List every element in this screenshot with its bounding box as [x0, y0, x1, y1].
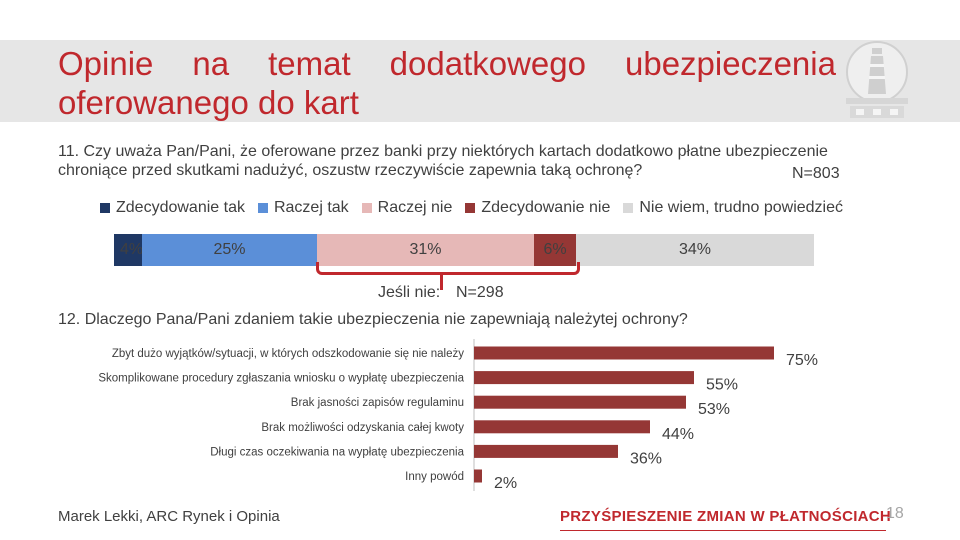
subset-bracket	[316, 262, 580, 275]
bar	[474, 395, 686, 409]
legend-item: Nie wiem, trudno powiedzieć	[623, 199, 843, 217]
bar	[474, 420, 650, 434]
subset-label: Jeśli nie:	[378, 284, 441, 301]
category-label: Zbyt dużo wyjątków/sytuacji, w których o…	[112, 348, 464, 360]
category-label: Brak jasności zapisów regulaminu	[291, 397, 464, 409]
segment-value-label: 34%	[678, 241, 712, 258]
footer-author: Marek Lekki, ARC Rynek i Opinia	[58, 508, 280, 525]
legend-item: Zdecydowanie tak	[100, 199, 245, 217]
data-label: 55%	[706, 377, 738, 394]
data-label: 36%	[630, 450, 662, 467]
stacked-bar-segment: 6%	[534, 234, 576, 266]
segment-value-label: 4%	[120, 241, 144, 258]
legend-label: Raczej nie	[377, 199, 453, 216]
category-label: Brak możliwości odzyskania całej kwoty	[261, 422, 464, 434]
bar	[474, 371, 694, 385]
legend-item: Zdecydowanie nie	[465, 199, 610, 217]
slide-title: Opinie na temat dodatkowego ubezpieczeni…	[58, 45, 836, 85]
bar	[474, 346, 774, 360]
title-word: temat	[268, 45, 351, 82]
legend-swatch	[100, 203, 110, 213]
stacked-bar-segment: 25%	[142, 234, 317, 266]
legend-label: Raczej tak	[273, 199, 349, 216]
category-label: Inny powód	[405, 471, 464, 483]
chart-legend: Zdecydowanie tak Raczej tak Raczej nie Z…	[100, 199, 856, 217]
stacked-bar-segment: 31%	[317, 234, 534, 266]
legend-label: Nie wiem, trudno powiedzieć	[639, 199, 843, 216]
title-word: na	[192, 45, 230, 82]
title-band	[0, 40, 960, 122]
legend-item: Raczej nie	[361, 199, 453, 217]
question-11-line1: 11. Czy uważa Pan/Pani, że oferowane prz…	[58, 143, 828, 160]
segment-value-label: 31%	[409, 241, 442, 258]
data-label: 75%	[786, 352, 818, 369]
stacked-bar-segment: 4%	[114, 234, 144, 266]
title-word: Opinie	[58, 45, 154, 82]
page-number: 18	[886, 505, 904, 522]
legend-swatch	[257, 203, 268, 213]
arc-lighthouse-logo	[846, 41, 908, 118]
legend-swatch	[465, 203, 476, 213]
data-label: 53%	[698, 401, 730, 418]
title-word: ubezpieczenia	[624, 45, 836, 82]
data-label: 44%	[662, 426, 694, 443]
legend-swatch	[623, 203, 634, 213]
legend-item: Raczej tak	[257, 199, 349, 217]
legend-label: Zdecydowanie nie	[481, 199, 611, 216]
legend-swatch	[361, 203, 372, 213]
stacked-bar-segment: 34%	[576, 234, 814, 266]
segment-value-label: 25%	[213, 241, 246, 258]
bar	[474, 444, 618, 458]
question-12: 12. Dlaczego Pana/Pani zdaniem takie ube…	[58, 311, 688, 328]
footer-rule	[560, 530, 886, 531]
category-label: Długi czas oczekiwania na wypłatę ubezpi…	[210, 446, 464, 458]
legend-label: Zdecydowanie tak	[116, 199, 245, 216]
data-label: 2%	[494, 475, 517, 492]
footer-slogan: PRZYŚPIESZENIE ZMIAN W PŁATNOŚCIACH	[560, 508, 892, 525]
subset-bracket-pointer	[440, 272, 443, 290]
sample-size-q11: N=803	[792, 165, 840, 182]
bar	[474, 469, 482, 483]
reasons-bar-chart: Zbyt dużo wyjątków/sytuacji, w których o…	[98, 339, 818, 492]
slide-title-line2: oferowanego do kart	[58, 84, 359, 121]
segment-value-label: 6%	[543, 241, 567, 258]
category-label: Skomplikowane procedury zgłaszania wnios…	[98, 373, 464, 385]
stacked-bar-chart: 4% 25% 31% 6% 34%	[114, 224, 814, 274]
sample-size-q12: N=298	[456, 284, 504, 301]
question-11-line2: chroniące przed skutkami nadużyć, oszust…	[58, 162, 643, 179]
title-word: dodatkowego	[389, 45, 586, 82]
